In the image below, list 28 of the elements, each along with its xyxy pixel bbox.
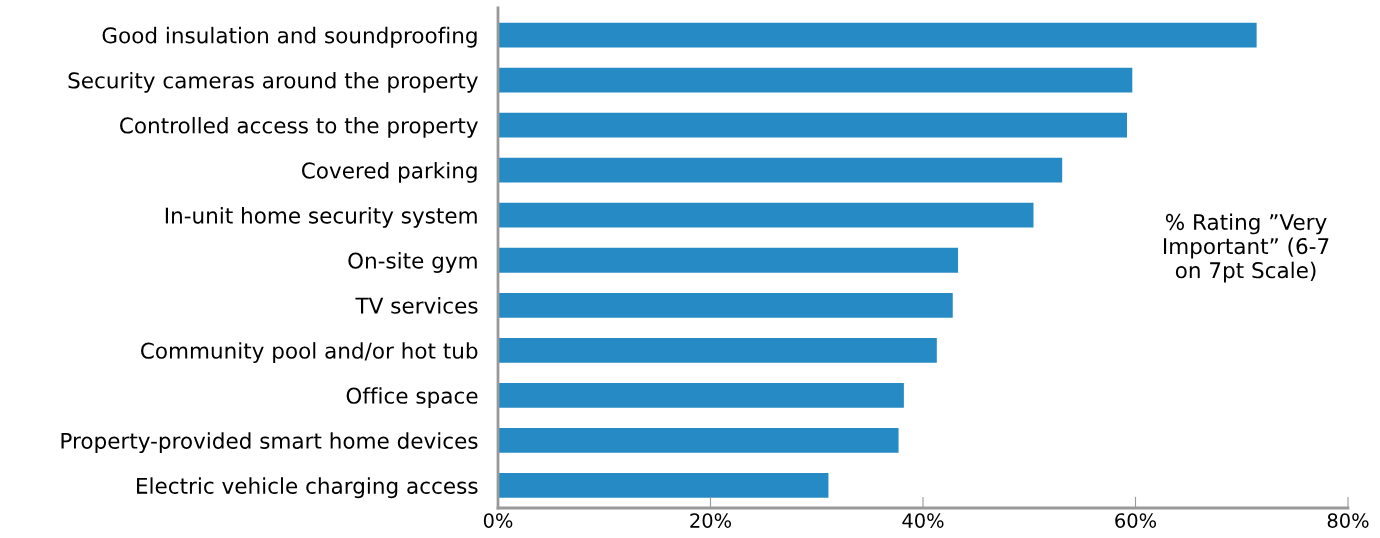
y-tick-label: Covered parking bbox=[301, 161, 477, 183]
y-tick-label: Office space bbox=[346, 387, 478, 409]
bar bbox=[498, 337, 937, 363]
x-tick-label: 20% bbox=[690, 513, 732, 528]
bar bbox=[498, 67, 1133, 93]
x-tick-label: 40% bbox=[902, 513, 944, 528]
bar bbox=[498, 247, 959, 273]
annotation: % Rating ”Very Important” (6-7 on 7pt Scale) bbox=[1163, 213, 1329, 283]
y-tick-label: Electric vehicle charging access bbox=[137, 477, 478, 499]
bar bbox=[498, 157, 1063, 183]
bar bbox=[498, 473, 829, 498]
bar bbox=[498, 292, 953, 318]
bar bbox=[498, 383, 904, 408]
bar bbox=[498, 112, 1127, 138]
y-tick-label: TV services bbox=[355, 297, 478, 314]
bar bbox=[498, 22, 1257, 48]
bar bbox=[498, 428, 899, 453]
bar bbox=[498, 202, 1034, 228]
y-tick-label: Good insulation and soundproofing bbox=[102, 26, 477, 48]
x-tick-label: 60% bbox=[1115, 513, 1157, 528]
y-tick-label: On-site gym bbox=[348, 252, 477, 273]
y-tick-label: Community pool and/or hot tub bbox=[141, 342, 478, 363]
y-tick-label: Property-provided smart home devices bbox=[61, 432, 478, 454]
x-tick-label: 80% bbox=[1327, 513, 1369, 528]
y-tick-label: In-unit home security system bbox=[165, 207, 477, 228]
x-tick-label: 0% bbox=[483, 513, 513, 528]
y-tick-label: Controlled access to the property bbox=[120, 116, 478, 138]
y-tick-label: Security cameras around the property bbox=[68, 71, 478, 93]
